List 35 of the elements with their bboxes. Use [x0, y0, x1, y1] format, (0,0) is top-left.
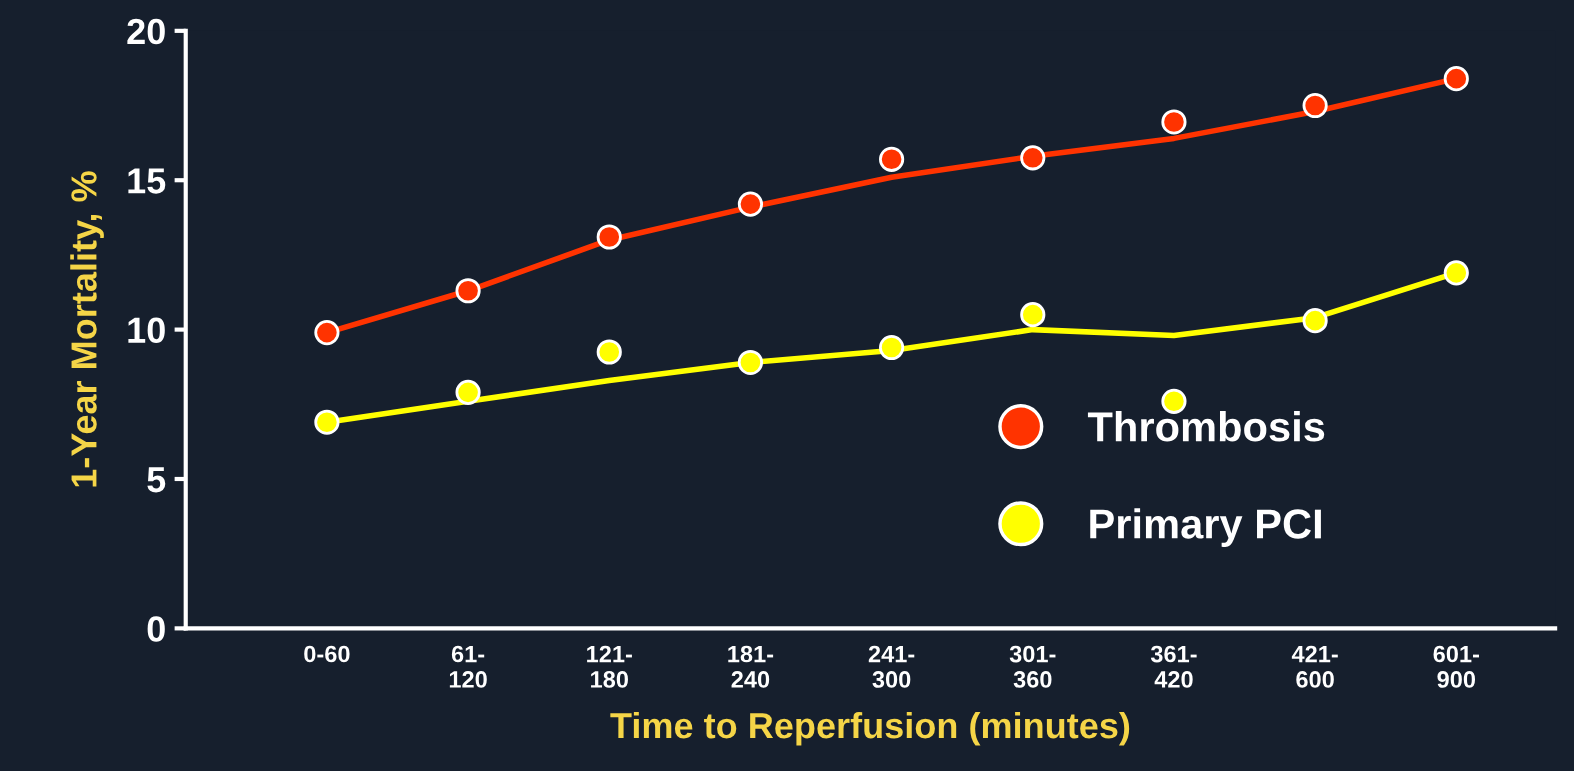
x-tick-label: 421- 600	[1291, 645, 1338, 688]
y-tick-label: 5	[147, 467, 166, 493]
point	[879, 334, 905, 361]
point	[1302, 92, 1328, 119]
y-tick-label: 15	[128, 168, 166, 194]
point	[1443, 260, 1469, 286]
point	[314, 409, 340, 435]
point	[455, 379, 481, 405]
point	[1161, 109, 1187, 135]
point	[596, 224, 622, 250]
x-tick-label: 361- 420	[1150, 645, 1197, 688]
legend-label: Primary PCI	[1090, 508, 1321, 547]
point	[879, 146, 905, 172]
point	[596, 339, 622, 365]
point	[1443, 66, 1469, 92]
x-tick-label: 121- 180	[587, 645, 632, 688]
y-tick-label: 20	[127, 18, 165, 45]
legend-label: Thrombosis	[1087, 410, 1325, 442]
point	[737, 349, 764, 376]
x-tick-label: 301- 360	[1009, 645, 1056, 688]
point	[737, 191, 764, 217]
x-tick-label: 0-60	[304, 645, 350, 663]
x-axis-title: Time to Reperfusion (minutes)	[610, 711, 1130, 746]
x-tick-label: 601- 900	[1433, 645, 1479, 688]
x-tick-label: 181- 240	[728, 645, 774, 688]
point	[1020, 145, 1046, 171]
y-tick-label: 0	[147, 616, 165, 642]
point	[1302, 308, 1328, 334]
point	[455, 278, 481, 304]
point	[1020, 302, 1046, 328]
x-tick-label: 61- 120	[449, 645, 487, 688]
x-tick-label: 241- 300	[868, 645, 915, 688]
y-axis-title: 1-Year Mortality, %	[70, 171, 104, 487]
point	[314, 320, 340, 346]
y-tick-label: 10	[128, 317, 165, 344]
